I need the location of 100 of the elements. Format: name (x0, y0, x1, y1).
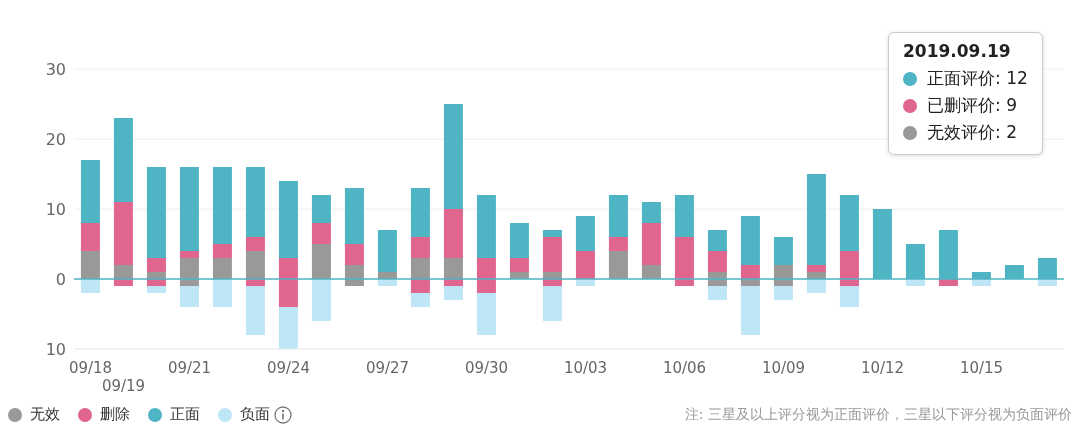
bar (575, 216, 595, 251)
bar (113, 265, 133, 279)
bar (278, 258, 298, 279)
bar (278, 307, 298, 349)
bar (839, 195, 859, 251)
bar (80, 279, 100, 293)
x-tick-label: 09/18 (68, 359, 113, 377)
bar (311, 223, 331, 244)
bar (806, 174, 826, 265)
x-tick-label: 09/27 (365, 359, 410, 377)
bar (146, 167, 166, 258)
bar (410, 258, 430, 279)
bar (179, 167, 199, 251)
y-tick-label: 20 (45, 129, 66, 149)
bar (179, 258, 199, 279)
bar (674, 237, 694, 279)
bar (509, 223, 529, 258)
bar (377, 230, 397, 272)
legend-label: 删除 (100, 405, 130, 424)
x-tick-label: 09/30 (464, 359, 509, 377)
bar (245, 237, 265, 251)
x-tick-label: 09/24 (266, 359, 311, 377)
y-tick-label: 10 (45, 339, 66, 359)
bar (443, 286, 463, 300)
bar (311, 279, 331, 321)
bar (542, 237, 562, 272)
bar (476, 293, 496, 335)
bar (311, 195, 331, 223)
bar (179, 251, 199, 258)
bar (773, 286, 793, 300)
bar (212, 279, 232, 307)
bar (80, 160, 100, 223)
x-tick-label: 10/15 (959, 359, 1004, 377)
bar (212, 258, 232, 279)
text: 注: 三星及以上评分视为正面评价，三星以下评分视为负面评价 (684, 405, 1072, 424)
bar (245, 167, 265, 237)
bar (410, 188, 430, 237)
bar (806, 279, 826, 293)
legend-label: 无效 (30, 405, 60, 424)
x-tick-label: 10/09 (761, 359, 806, 377)
bar (410, 237, 430, 258)
bar (542, 230, 562, 237)
bar (212, 244, 232, 258)
bar (740, 265, 760, 279)
bar (443, 258, 463, 279)
bar (80, 251, 100, 279)
x-tick-label: 10/12 (860, 359, 905, 377)
legend-label: 负面 (240, 405, 270, 424)
bar (212, 167, 232, 244)
bar (476, 279, 496, 293)
annotation: 已删评价: 9 (927, 94, 1017, 117)
bar (773, 265, 793, 279)
bar (146, 258, 166, 272)
bar (344, 244, 364, 265)
bar (146, 286, 166, 293)
bar (410, 279, 430, 293)
bar (443, 209, 463, 258)
bar (476, 258, 496, 279)
bar (707, 230, 727, 251)
bar (344, 265, 364, 279)
bar (443, 104, 463, 209)
bar (674, 195, 694, 237)
bar (245, 251, 265, 279)
bar (806, 265, 826, 272)
bar (641, 265, 661, 279)
bar (113, 202, 133, 265)
bar (707, 286, 727, 300)
bar (773, 237, 793, 265)
bar (509, 258, 529, 272)
bar (839, 251, 859, 279)
bar (278, 279, 298, 307)
bar (740, 286, 760, 335)
annotation: 正面评价: 12 (927, 67, 1028, 90)
bar (608, 237, 628, 251)
y-tick-label: 0 (55, 269, 66, 289)
y-tick-label: 10 (45, 199, 66, 219)
bar (245, 286, 265, 335)
bar (278, 181, 298, 258)
bar (608, 195, 628, 237)
bar (179, 286, 199, 307)
x-tick-label: 10/06 (662, 359, 707, 377)
annotation: 无效评价: 2 (927, 121, 1017, 144)
bar (707, 251, 727, 272)
bar (740, 216, 760, 265)
bar (476, 195, 496, 258)
legend-label: 正面 (170, 405, 200, 424)
bar (641, 202, 661, 223)
bar (311, 244, 331, 279)
bar (641, 223, 661, 265)
text: 2019.09.19 (903, 41, 1012, 61)
bar (608, 251, 628, 279)
x-tick-label: 09/21 (167, 359, 212, 377)
bar (575, 251, 595, 279)
x-tick-label: 09/19 (101, 377, 146, 395)
bar (344, 188, 364, 244)
bar (410, 293, 430, 307)
bar (839, 286, 859, 307)
bar (113, 118, 133, 202)
bar (80, 223, 100, 251)
bar (542, 286, 562, 321)
